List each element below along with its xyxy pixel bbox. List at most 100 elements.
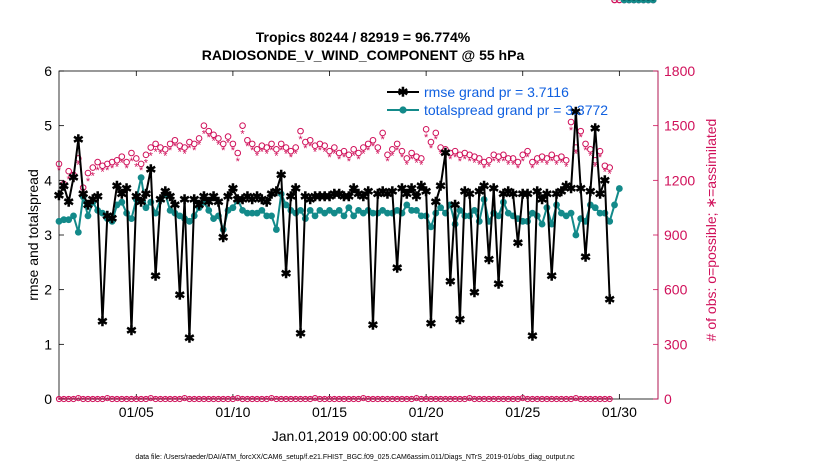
rmse-point: ✱ bbox=[329, 187, 340, 202]
rmse-point: ✱ bbox=[300, 189, 311, 204]
totalspread-point bbox=[205, 207, 213, 214]
obs-possible-point bbox=[248, 140, 256, 148]
obs-bottom-assimilated-point: * bbox=[564, 396, 568, 407]
legend-marker-spread bbox=[399, 106, 407, 114]
obs-assimilated-point: * bbox=[434, 134, 439, 146]
obs-bottom-assimilated-point: * bbox=[598, 396, 602, 407]
legend-label-rmse: rmse grand pr = 3.7116 bbox=[424, 84, 569, 100]
obs-assimilated-point: * bbox=[245, 141, 250, 153]
legend-marker-rmse: ✱ bbox=[398, 85, 409, 100]
obs-assimilated-point: * bbox=[313, 147, 318, 159]
rmse-point: ✱ bbox=[145, 162, 156, 177]
obs-possible-point bbox=[485, 156, 493, 164]
obs-assimilated-point: * bbox=[419, 159, 424, 171]
rmse-point: ✱ bbox=[382, 187, 393, 202]
obs-possible-point bbox=[210, 131, 217, 139]
chart-subtitle: RADIOSONDE_V_WIND_COMPONENT @ 55 hPa bbox=[202, 47, 525, 63]
obs-assimilated-point: * bbox=[279, 145, 284, 157]
obs-assimilated-point: * bbox=[376, 149, 381, 161]
totalspread-point bbox=[128, 215, 135, 223]
obs-possible-point bbox=[292, 144, 300, 151]
rmse-point: ✱ bbox=[343, 189, 354, 204]
rmse-point: ✱ bbox=[266, 187, 277, 202]
obs-bottom-assimilated-point: * bbox=[584, 396, 588, 407]
obs-assimilated-point: * bbox=[158, 149, 163, 161]
obs-assimilated-point: * bbox=[458, 156, 463, 168]
obs-possible-point bbox=[147, 144, 155, 151]
rmse-point: ✱ bbox=[358, 189, 369, 204]
totalspread-point bbox=[142, 204, 150, 212]
obs-assimilated-point: * bbox=[448, 154, 453, 166]
obs-bottom-assimilated-point: * bbox=[472, 396, 476, 407]
obs-assimilated-point: * bbox=[260, 147, 265, 159]
obs-assimilated-point: * bbox=[550, 156, 555, 168]
totalspread-point bbox=[152, 209, 160, 217]
obs-assimilated-point: * bbox=[216, 139, 221, 151]
y2-tick-label: 300 bbox=[664, 336, 688, 352]
obs-assimilated-point: * bbox=[487, 161, 492, 173]
obs-assimilated-point: * bbox=[482, 163, 487, 175]
obs-assimilated-point: * bbox=[511, 159, 516, 171]
obs-bottom-assimilated-point: * bbox=[255, 396, 259, 407]
obs-bottom-assimilated-point: * bbox=[105, 396, 109, 407]
obs-bottom-assimilated-point: * bbox=[390, 396, 394, 407]
rmse-point: ✱ bbox=[459, 184, 470, 199]
obs-assimilated-point: * bbox=[472, 158, 477, 170]
obs-bottom-assimilated-point: * bbox=[439, 396, 443, 407]
obs-possible-point bbox=[403, 155, 411, 162]
obs-assimilated-point: * bbox=[477, 159, 482, 171]
totalspread-point bbox=[282, 201, 290, 209]
obs-bottom-assimilated-point: * bbox=[91, 396, 95, 407]
obs-bottom-assimilated-point: * bbox=[545, 396, 549, 407]
rmse-point: ✱ bbox=[638, 0, 649, 3]
y2-axis-label: # of obs: o=possible; ∗=assimilated bbox=[703, 119, 719, 342]
obs-possible-point bbox=[152, 140, 159, 148]
rmse-point: ✱ bbox=[633, 0, 644, 3]
rmse-point: ✱ bbox=[256, 192, 267, 207]
x-ticks: 01/05 01/10 01/15 01/20 01/25 01/30 bbox=[119, 71, 637, 420]
obs-bottom-assimilated-point: * bbox=[245, 396, 249, 407]
x-tick-label: 01/15 bbox=[312, 404, 347, 420]
x-tick-label: 01/10 bbox=[215, 404, 250, 420]
obs-assimilated-point: * bbox=[540, 158, 545, 170]
obs-possible-point bbox=[509, 155, 517, 162]
chart-title: Tropics 80244 / 82919 = 96.774% bbox=[256, 29, 471, 45]
totalspread-point bbox=[649, 0, 657, 4]
rmse-point: ✱ bbox=[213, 195, 224, 210]
obs-possible-point bbox=[562, 156, 570, 164]
obs-bottom-possible-point bbox=[616, 0, 623, 4]
obs-possible-point bbox=[268, 140, 275, 148]
obs-possible-point bbox=[142, 151, 150, 159]
obs-bottom-assimilated-point: * bbox=[236, 396, 240, 407]
obs-possible-point bbox=[345, 151, 353, 159]
obs-bottom-assimilated-point: * bbox=[149, 396, 153, 407]
obs-assimilated-point: * bbox=[100, 167, 105, 179]
obs-bottom-assimilated-point: * bbox=[274, 396, 278, 407]
obs-bottom-assimilated-point: * bbox=[96, 396, 100, 407]
rmse-point: ✱ bbox=[218, 230, 229, 245]
obs-possible-point bbox=[205, 127, 213, 135]
totalspread-point bbox=[70, 212, 77, 220]
obs-bottom-assimilated-point: * bbox=[72, 396, 76, 407]
obs-possible-point bbox=[161, 146, 169, 153]
obs-bottom-assimilated-point: * bbox=[158, 396, 162, 407]
obs-assimilated-point: * bbox=[612, 0, 617, 3]
rmse-point: ✱ bbox=[464, 187, 475, 202]
rmse-point: ✱ bbox=[474, 184, 485, 199]
rmse-point: ✱ bbox=[599, 173, 610, 188]
obs-possible-point bbox=[374, 144, 382, 151]
rmse-point: ✱ bbox=[160, 184, 171, 199]
totalspread-point bbox=[268, 212, 275, 220]
obs-bottom-assimilated-point: * bbox=[608, 396, 612, 407]
obs-possible-point bbox=[408, 149, 415, 157]
rmse-point: ✱ bbox=[445, 274, 456, 289]
obs-bottom-assimilated-point: * bbox=[163, 396, 167, 407]
obs-assimilated-point: * bbox=[405, 159, 410, 171]
obs-assimilated-point: * bbox=[492, 156, 497, 168]
obs-bottom-assimilated-point: * bbox=[101, 396, 105, 407]
obs-assimilated-point: * bbox=[574, 149, 579, 161]
obs-bottom-assimilated-point: * bbox=[511, 396, 515, 407]
obs-bottom-assimilated-point: * bbox=[555, 396, 559, 407]
rmse-point: ✱ bbox=[435, 178, 446, 193]
obs-assimilated-point: * bbox=[221, 145, 226, 157]
